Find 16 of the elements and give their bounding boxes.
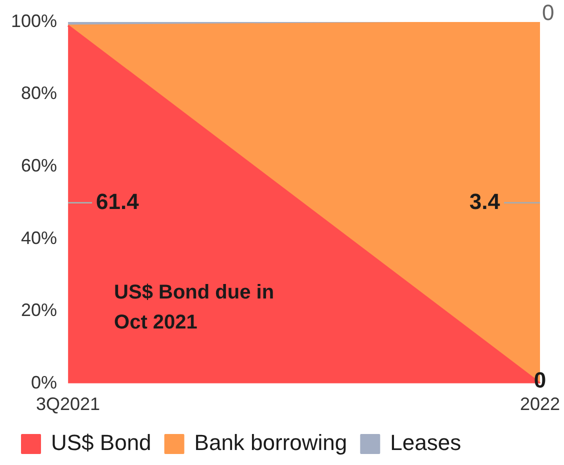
y-tick-label: 80% [21, 83, 58, 104]
x-tick-label: 2022 [520, 394, 560, 414]
y-tick-label: 40% [21, 228, 58, 248]
annotation: 3.4 [469, 188, 501, 214]
annotation: 0 [542, 0, 554, 26]
y-tick-label: 0% [31, 372, 58, 392]
legend-label: Leases [390, 430, 462, 456]
x-tick-label: 3Q2021 [36, 394, 100, 414]
annotation: 61.4 [96, 188, 140, 214]
legend-label: US$ Bond [51, 430, 152, 456]
legend-label: Bank borrowing [194, 430, 348, 456]
annotation: 0 [534, 367, 546, 392]
y-tick-label: 20% [21, 300, 58, 320]
y-tick-label: 100% [10, 10, 58, 31]
annotation: US$ Bond due in Oct 2021 [114, 282, 274, 334]
y-tick-label: 60% [21, 156, 58, 176]
